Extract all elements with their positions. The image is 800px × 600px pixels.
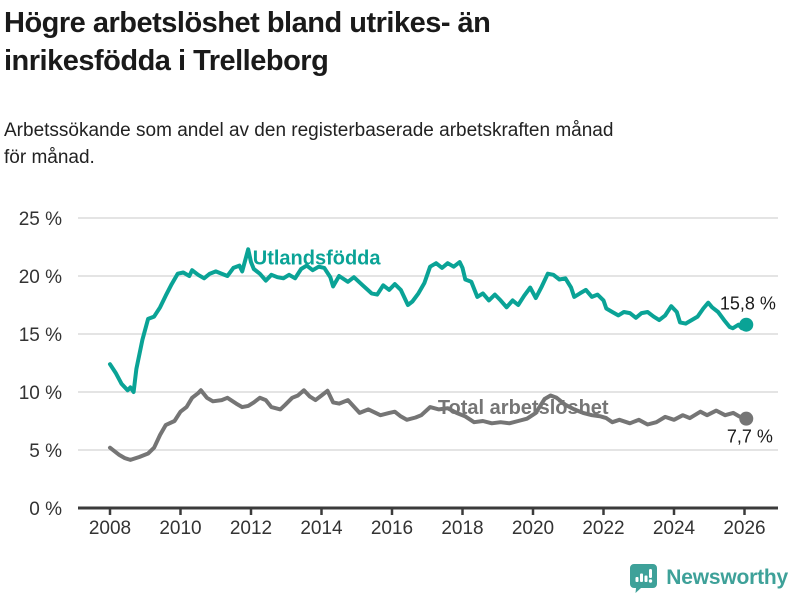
x-tick-label: 2012	[230, 518, 272, 539]
bar-chart-bubble-icon	[630, 564, 658, 593]
series-line-utlandsfodda	[108, 247, 749, 394]
x-tick-label: 2018	[441, 518, 483, 539]
series-label-utlandsfodda: Utlandsfödda	[253, 247, 382, 269]
series-end-dot-utlandsfodda	[739, 317, 754, 332]
x-tick-label: 2020	[512, 518, 554, 539]
x-tick-label: 2024	[653, 518, 696, 539]
newsworthy-brand-text: Newsworthy	[666, 566, 788, 589]
x-tick-label: 2014	[300, 518, 343, 539]
y-tick-label: 10 %	[19, 383, 62, 404]
y-tick-label: 25 %	[19, 209, 62, 230]
x-tick-label: 2022	[582, 518, 624, 539]
x-tick-label: 2010	[159, 518, 201, 539]
x-tick-label: 2008	[89, 518, 131, 539]
y-tick-label: 20 %	[19, 267, 62, 288]
y-tick-label: 5 %	[29, 441, 62, 462]
chart-title-line2: inrikesfödda i Trelleborg	[4, 45, 329, 77]
value-label-utlandsfodda: 15,8 %	[720, 294, 776, 314]
newsworthy-logo: Newsworthy	[629, 562, 788, 594]
chart-subtitle: Arbetssökande som andel av den registerb…	[4, 117, 764, 171]
series-line-total	[108, 388, 749, 462]
chart-title: Högre arbetslöshet bland utrikes- än inr…	[4, 4, 644, 80]
series-end-dot-total	[739, 411, 754, 426]
chart-title-line1: Högre arbetslöshet bland utrikes- än	[4, 7, 491, 39]
chart-subtitle-line1: Arbetssökande som andel av den registerb…	[4, 120, 614, 141]
y-tick-label: 15 %	[19, 325, 62, 346]
value-label-total: 7,7 %	[727, 426, 773, 446]
y-tick-label: 0 %	[29, 499, 62, 520]
x-tick-label: 2026	[723, 518, 765, 539]
x-tick-label: 2016	[371, 518, 413, 539]
series-label-total: Total arbetslöshet	[438, 397, 609, 419]
chart-subtitle-line2: för månad.	[4, 147, 95, 168]
